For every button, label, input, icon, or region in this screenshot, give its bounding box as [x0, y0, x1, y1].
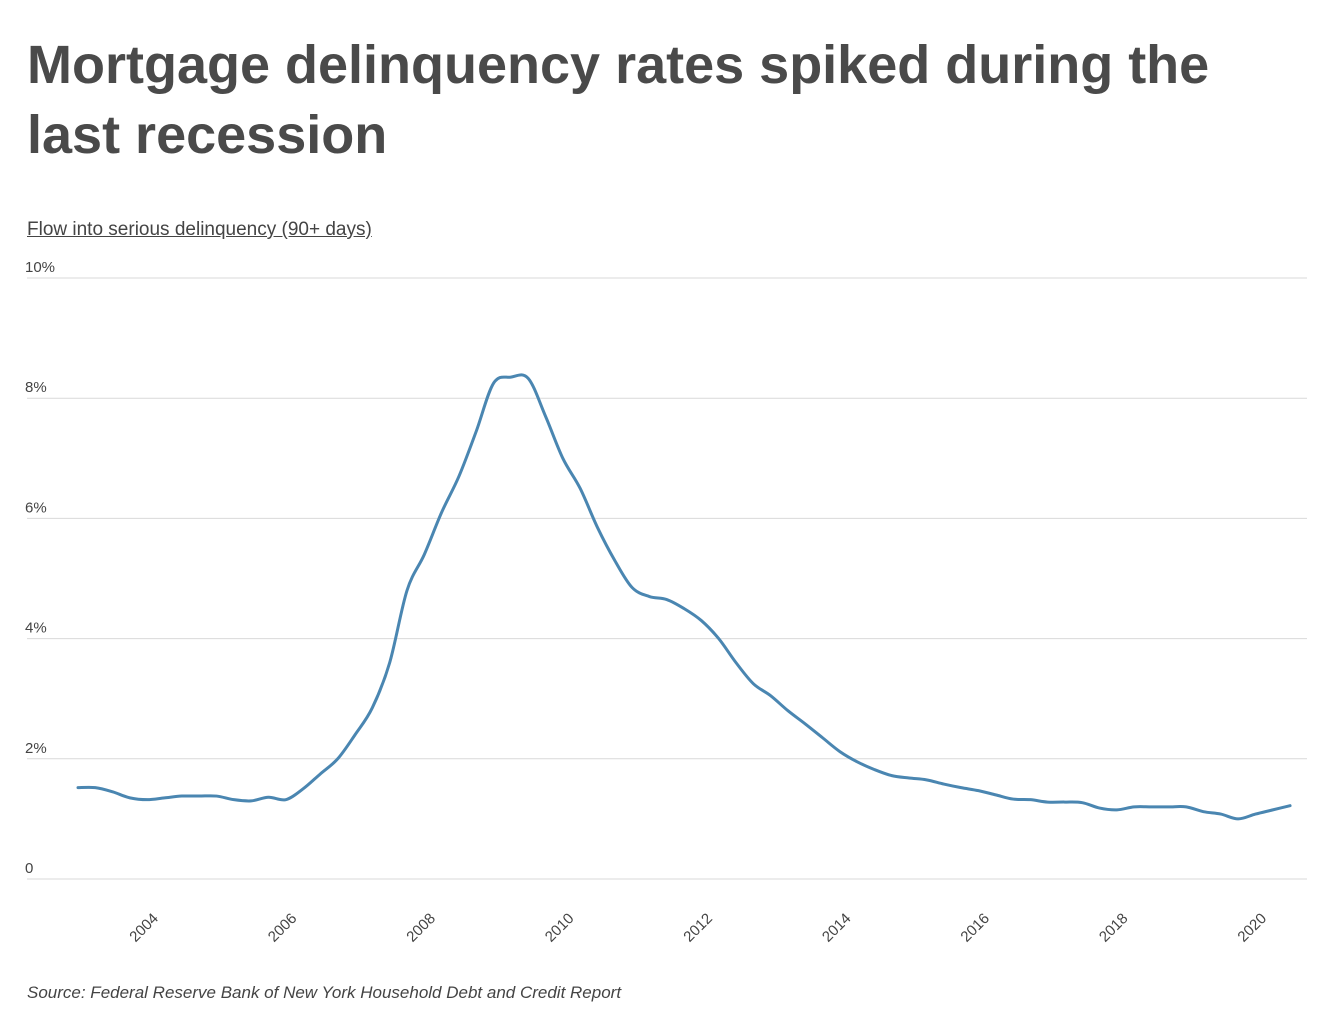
chart-title: Mortgage delinquency rates spiked during…: [27, 35, 1210, 165]
y-tick-label: 8%: [25, 379, 47, 396]
y-axis-ticks: 10% 8% 6% 4% 2% 0: [25, 259, 55, 877]
x-tick-label: 2018: [1096, 910, 1132, 946]
x-tick-label: 2020: [1234, 910, 1270, 946]
x-tick-label: 2004: [126, 910, 162, 946]
y-tick-label: 6%: [25, 499, 47, 516]
y-tick-label: 0: [25, 860, 33, 877]
y-tick-label: 4%: [25, 620, 47, 637]
x-tick-label: 2012: [680, 910, 716, 946]
x-axis-ticks: 2004 2006 2008 2010 2012 2014 2016 2018 2020: [126, 910, 1270, 946]
chart-area: 10% 8% 6% 4% 2% 0 2004 2006 2008 2010 2012 2014 201…: [0, 250, 1334, 970]
y-axis-label: Flow into serious delinquency (90+ days): [27, 219, 372, 240]
grid-lines: [27, 277, 1307, 880]
line-chart: 10% 8% 6% 4% 2% 0 2004 2006 2008 2010 2012 2014 201…: [25, 259, 1307, 946]
x-tick-label: 2010: [542, 910, 578, 946]
source-note: Source: Federal Reserve Bank of New York…: [27, 983, 622, 1002]
series-line-0: [76, 373, 1292, 821]
y-tick-label: 10%: [25, 259, 55, 276]
y-tick-label: 2%: [25, 740, 47, 757]
series-layer: [76, 373, 1292, 821]
x-tick-label: 2014: [819, 910, 855, 946]
x-tick-label: 2016: [957, 910, 993, 946]
x-tick-label: 2006: [265, 910, 301, 946]
x-tick-label: 2008: [403, 910, 439, 946]
